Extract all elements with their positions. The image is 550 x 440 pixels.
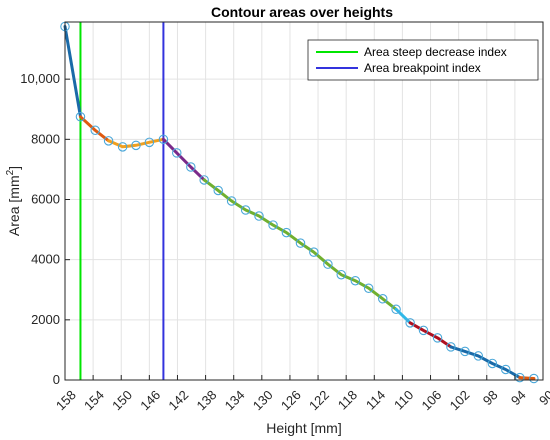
series-segment — [408, 321, 453, 349]
series-segment — [161, 137, 206, 182]
data-point — [131, 140, 141, 151]
x-tick-label: 150 — [109, 387, 135, 413]
data-point — [103, 136, 114, 146]
x-tick-label: 114 — [363, 387, 388, 412]
y-axis-label-main: Area [mm — [6, 175, 22, 236]
x-tick-label: 158 — [53, 387, 79, 413]
data-point — [473, 351, 484, 361]
series-segment — [202, 178, 398, 311]
series-segment — [449, 345, 522, 380]
x-tick-label: 130 — [250, 387, 276, 413]
data-point — [117, 142, 128, 152]
data-point — [323, 259, 333, 269]
indicator-lines — [79, 22, 165, 380]
legend: Area steep decrease index Area breakpoint… — [307, 39, 539, 81]
data-point — [281, 227, 292, 238]
data-point — [90, 125, 100, 136]
data-point — [226, 196, 237, 206]
x-tick-label: 154 — [81, 387, 107, 413]
data-point — [363, 283, 374, 293]
series-segment — [107, 137, 165, 149]
y-tick-label: 4000 — [31, 252, 60, 267]
x-axis-label: Height [mm] — [266, 420, 341, 436]
y-axis-label-close: ] — [6, 166, 22, 170]
x-tick-label: 110 — [391, 387, 416, 412]
data-point — [213, 185, 223, 196]
data-point — [500, 364, 511, 375]
y-tick-label: 2000 — [31, 312, 60, 327]
data-point — [460, 346, 470, 357]
data-point — [199, 175, 209, 185]
x-tick-label: 146 — [137, 387, 163, 413]
data-point — [336, 269, 347, 280]
plot-area-frame — [64, 21, 544, 381]
y-tick-label: 0 — [53, 372, 60, 387]
legend-box — [307, 39, 539, 81]
data-point — [377, 294, 388, 304]
x-tick-label: 118 — [335, 387, 360, 412]
data-point — [158, 134, 169, 145]
x-axis-ticks: 158 154 150 146 142 138 134 130 126 122 118 114 110 1… — [53, 375, 550, 413]
y-axis-ticks: 0 2000 4000 6000 8000 10,000 — [20, 71, 70, 387]
data-point — [172, 148, 182, 158]
y-axis-label: Area [mm2] — [5, 166, 22, 236]
data-point — [487, 358, 498, 369]
x-tick-label: 122 — [306, 387, 332, 413]
data-point — [446, 342, 456, 352]
chart-title: Contour areas over heights — [211, 4, 393, 20]
data-point — [186, 162, 196, 172]
data-point — [418, 325, 429, 336]
x-tick-label: 94 — [508, 387, 529, 408]
data-point — [144, 137, 155, 148]
data-point — [350, 275, 361, 286]
series-segment — [518, 376, 536, 380]
series-segments — [63, 25, 536, 380]
x-tick-label: 102 — [447, 387, 473, 413]
y-tick-label: 6000 — [31, 191, 60, 206]
data-point — [254, 211, 264, 221]
series-segment — [394, 307, 412, 325]
x-tick-label: 90 — [536, 387, 550, 408]
x-tick-label: 142 — [165, 387, 191, 413]
data-point — [309, 247, 319, 257]
data-point — [405, 318, 415, 328]
x-tick-label: 138 — [194, 387, 220, 413]
y-axis-label-superscript: 2 — [5, 169, 16, 175]
y-tick-label: 8000 — [31, 131, 60, 146]
series-segment — [79, 115, 111, 143]
data-point — [529, 373, 539, 384]
y-tick-label: 10,000 — [20, 71, 60, 86]
series-points — [60, 21, 539, 384]
legend-label: Area steep decrease index — [364, 45, 507, 59]
data-point — [240, 205, 251, 215]
data-point — [75, 112, 86, 122]
x-tick-label: 126 — [278, 387, 304, 413]
data-point — [391, 304, 401, 315]
data-point — [432, 333, 443, 343]
series-segment — [63, 25, 82, 119]
x-tick-label: 106 — [418, 387, 444, 413]
x-tick-label: 98 — [480, 387, 501, 408]
legend-label: Area breakpoint index — [364, 61, 481, 75]
data-point — [515, 372, 525, 383]
x-tick-label: 134 — [222, 387, 248, 413]
data-point — [295, 238, 306, 248]
data-point — [268, 220, 278, 230]
